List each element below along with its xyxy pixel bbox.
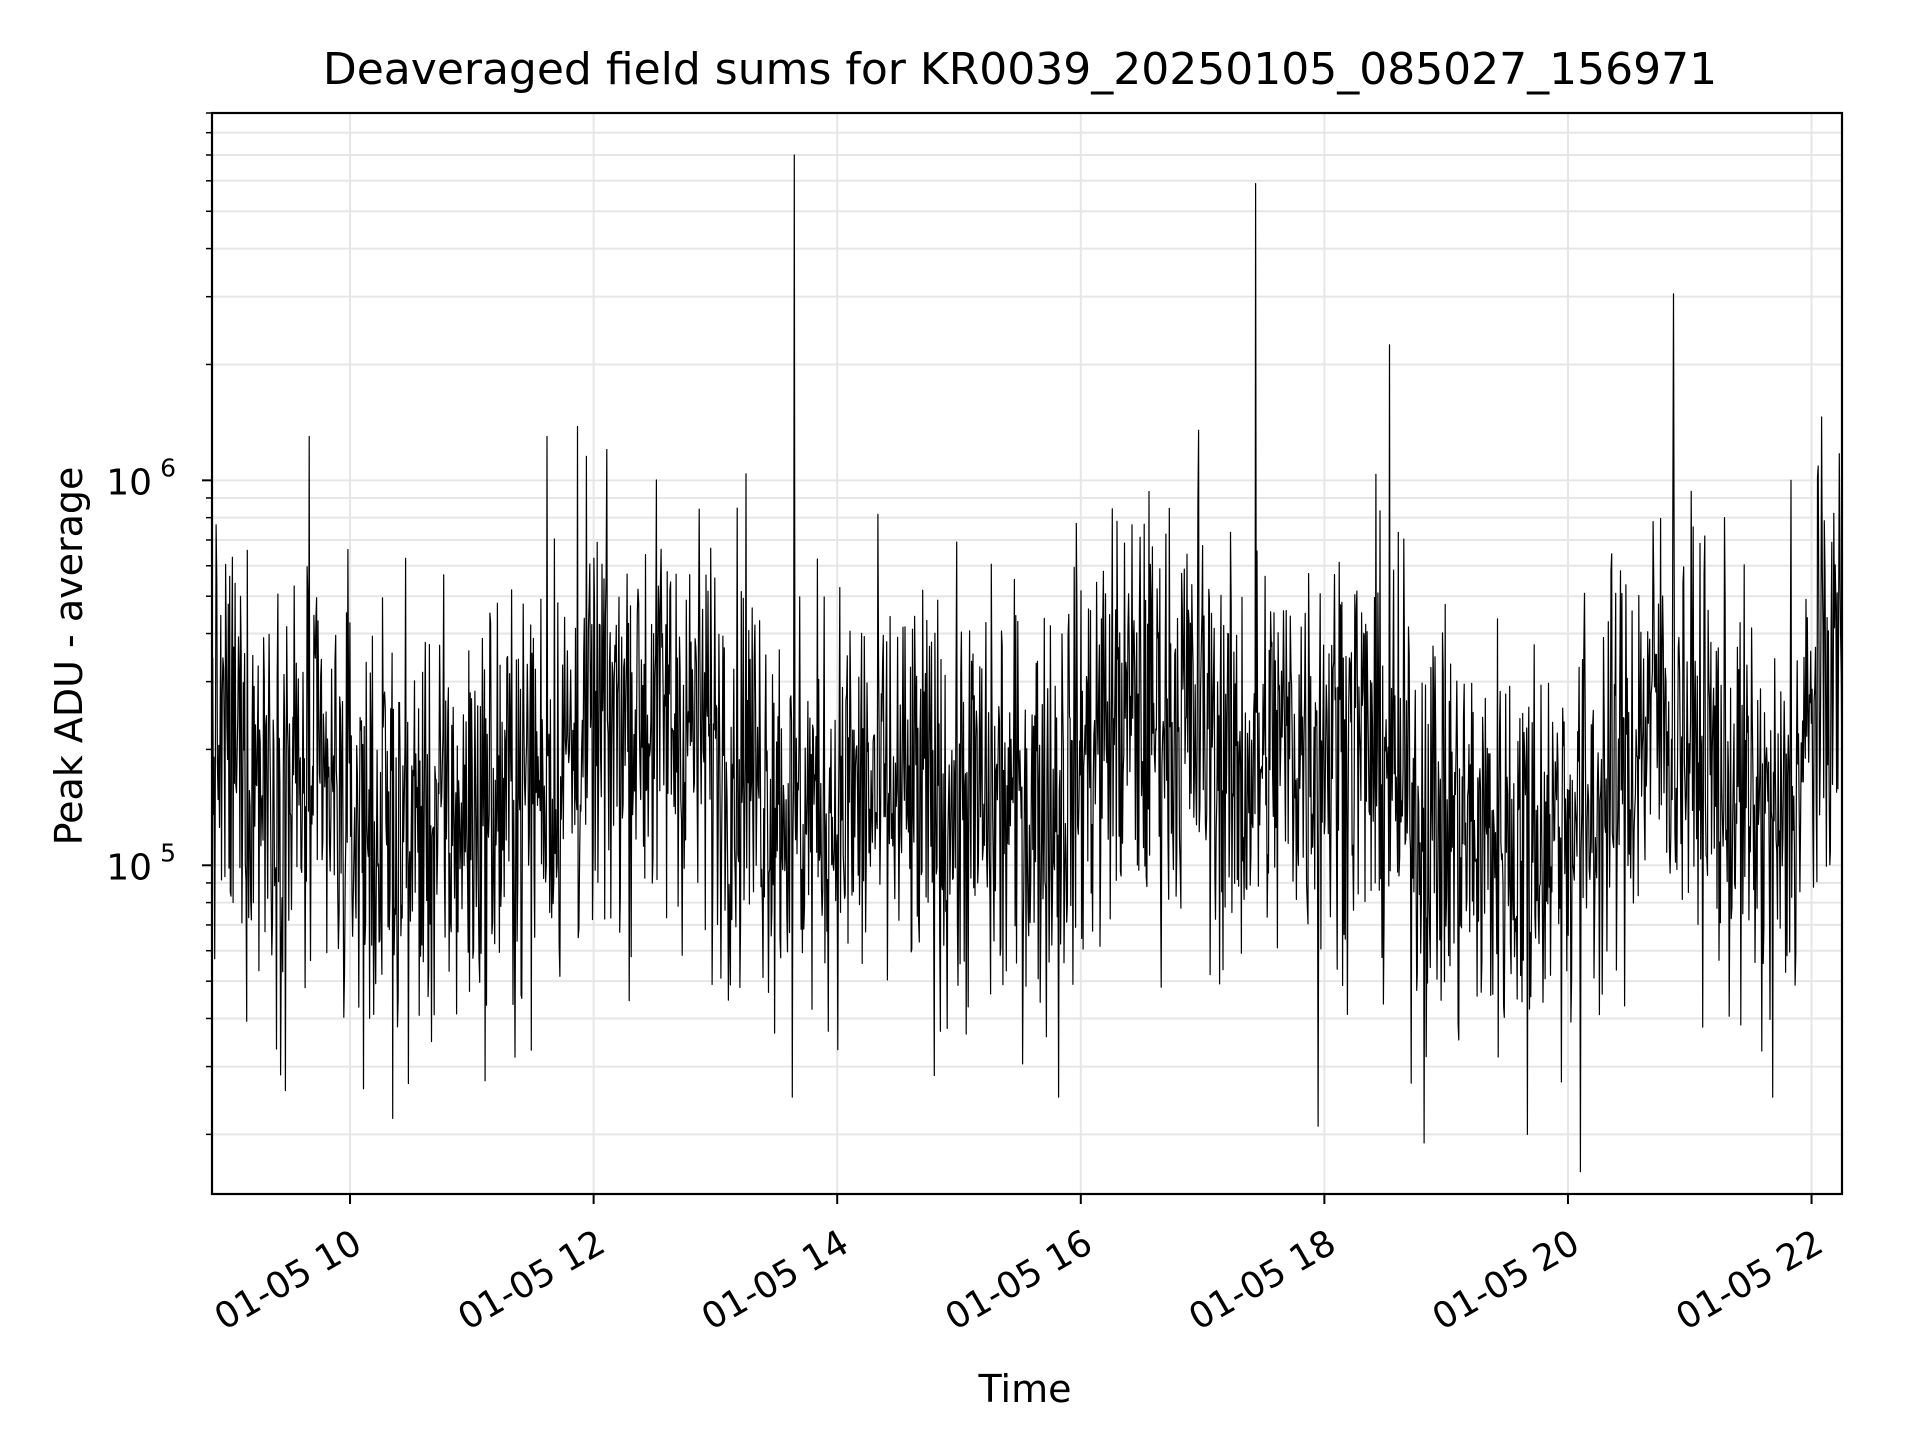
x-axis-label: Time xyxy=(978,1367,1072,1411)
chart-title: Deaveraged field sums for KR0039_2025010… xyxy=(323,44,1717,95)
y-tick-label: 10 xyxy=(106,462,152,503)
y-tick-label-exponent: 6 xyxy=(160,453,176,482)
series-layer xyxy=(211,154,1843,1173)
y-axis-label: Peak ADU - average xyxy=(47,467,91,846)
y-tick-label: 10 xyxy=(106,847,152,888)
y-tick-label-exponent: 5 xyxy=(160,838,176,867)
series-line xyxy=(211,154,1843,1173)
plot-frame xyxy=(210,111,1844,1196)
